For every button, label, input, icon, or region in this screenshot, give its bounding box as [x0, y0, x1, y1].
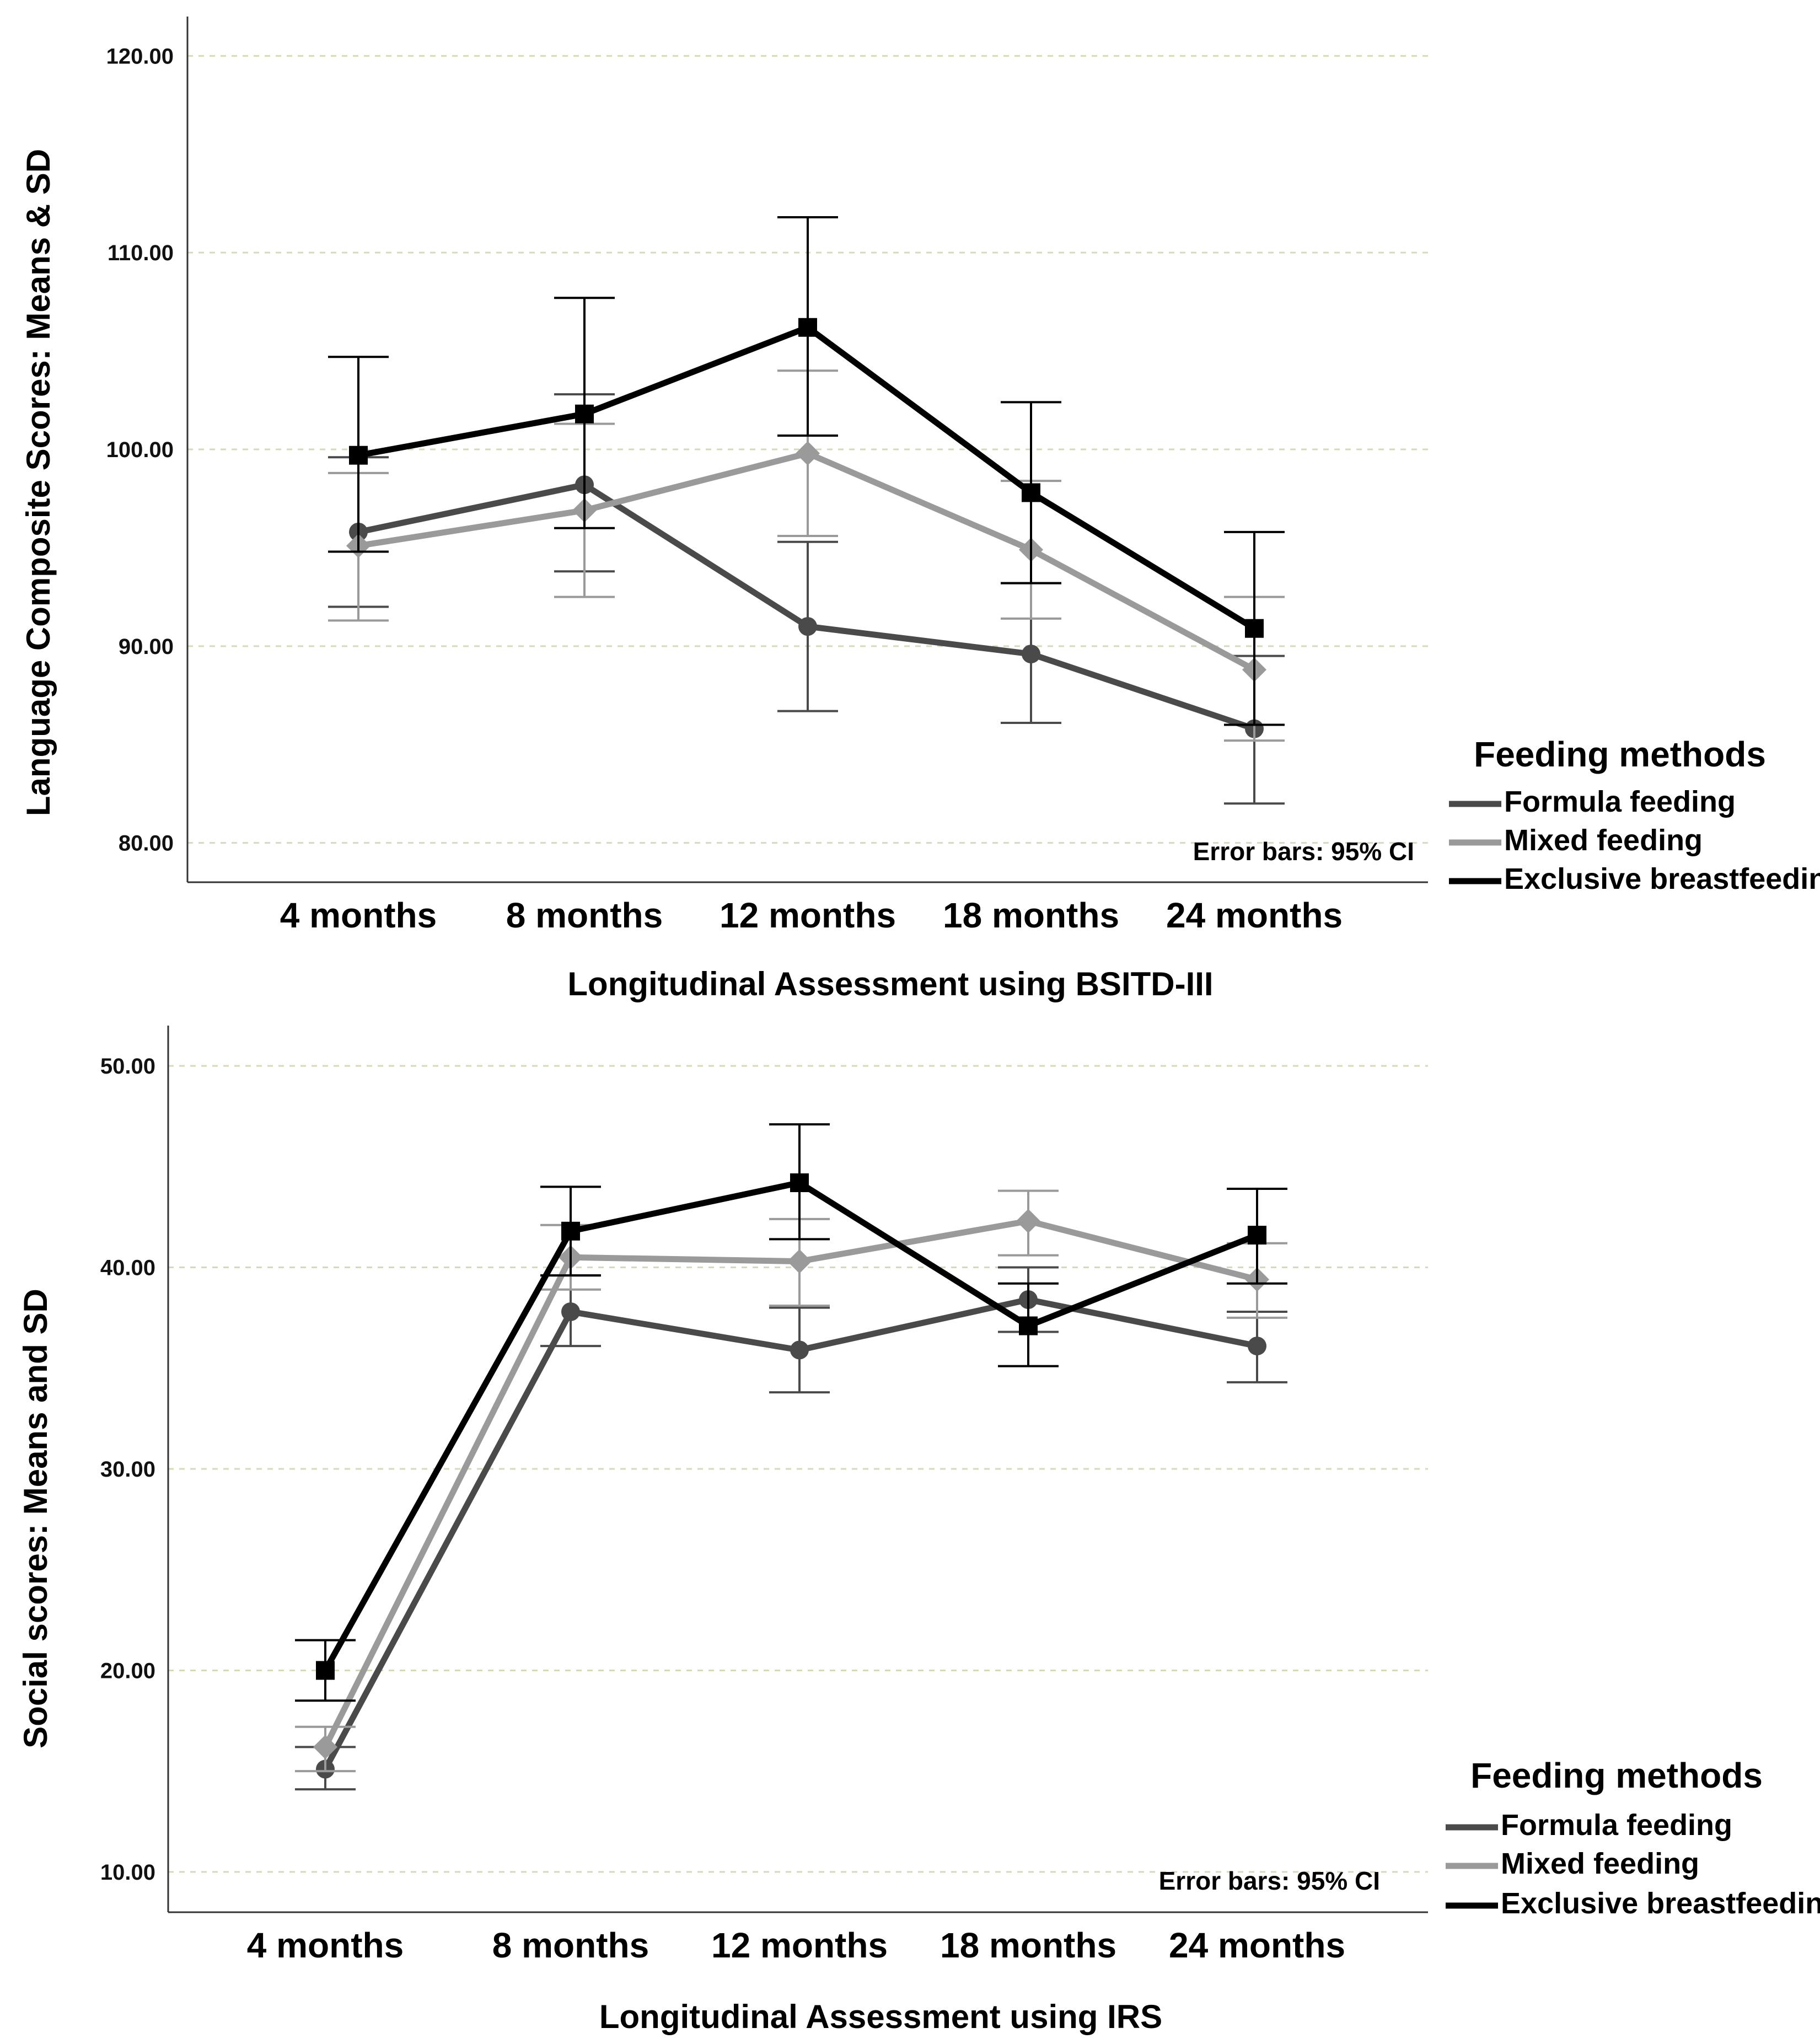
- data-point: [1245, 619, 1264, 638]
- data-point: [790, 1173, 809, 1193]
- y-tick-label: 40.00: [100, 1256, 155, 1280]
- y-tick-label: 120.00: [106, 44, 174, 68]
- legend-label: Exclusive breastfeeding: [1504, 862, 1820, 895]
- y-axis-title: Language Composite Scores: Means & SD: [20, 149, 57, 816]
- data-point: [561, 1302, 580, 1321]
- data-point: [787, 1249, 812, 1274]
- series-exclusive-breastfeeding: [328, 216, 1285, 726]
- legend-label: Formula feeding: [1501, 1809, 1732, 1842]
- series-line: [323, 1217, 1258, 1748]
- x-tick-label: 12 months: [720, 895, 896, 935]
- series-exclusive-breastfeeding: [295, 1123, 1287, 1702]
- x-tick-label: 12 months: [711, 1925, 888, 1965]
- series-line: [357, 481, 1255, 732]
- x-tick-label: 4 months: [280, 895, 437, 935]
- data-point: [790, 1340, 809, 1360]
- x-tick-label: 18 months: [940, 1925, 1116, 1965]
- language-chart-panel: 80.00 90.00 100.00 110.00 120.00 4 months 8 mo…: [20, 17, 1820, 1002]
- legend-label: Exclusive breastfeeding: [1501, 1887, 1820, 1920]
- y-tick-label: 90.00: [119, 635, 174, 659]
- data-point: [1022, 645, 1040, 664]
- data-point: [798, 318, 817, 337]
- data-point: [313, 1735, 337, 1759]
- data-point: [575, 404, 594, 423]
- x-tick-label: 24 months: [1169, 1925, 1345, 1965]
- legend-title: Feeding methods: [1474, 734, 1766, 774]
- series-mixed-feeding: [295, 1189, 1287, 1773]
- x-axis-title: Longitudinal Assessment using BSITD-III: [567, 965, 1213, 1002]
- x-tick-label: 8 months: [506, 895, 663, 935]
- social-chart-panel: 10.00 20.00 30.00 40.00 50.00 4 months 8 month…: [0, 1026, 1820, 2044]
- error-bars-note: Error bars: 95% CI: [1159, 1866, 1380, 1895]
- data-point: [561, 1221, 580, 1241]
- data-point: [349, 446, 368, 465]
- data-point: [1016, 1209, 1040, 1233]
- legend: Feeding methods Formula feeding Mixed feed…: [1446, 1756, 1820, 1920]
- legend-label: Mixed feeding: [1504, 824, 1703, 857]
- x-tick-label: 18 months: [943, 895, 1119, 935]
- x-axis-title: Longitudinal Assessment using IRS: [599, 1998, 1162, 2035]
- language-chart: 80.00 90.00 100.00 110.00 120.00 4 months 8 mo…: [20, 17, 1820, 1002]
- data-point: [1248, 1337, 1266, 1356]
- y-tick-label: 100.00: [106, 438, 174, 462]
- series-line: [323, 1179, 1259, 1672]
- x-tick-label: 4 months: [247, 1925, 404, 1965]
- data-point: [798, 617, 817, 636]
- series-line: [323, 1296, 1258, 1771]
- y-tick-label: 30.00: [100, 1457, 155, 1482]
- x-tick-label: 24 months: [1166, 895, 1343, 935]
- data-point: [1019, 1316, 1038, 1335]
- y-tick-label: 80.00: [119, 831, 174, 856]
- y-tick-label: 110.00: [108, 241, 174, 265]
- series-mixed-feeding: [328, 369, 1285, 742]
- series-line: [358, 450, 1256, 673]
- error-bars-note: Error bars: 95% CI: [1193, 837, 1414, 866]
- legend-title: Feeding methods: [1470, 1756, 1763, 1795]
- social-chart: 10.00 20.00 30.00 40.00 50.00 4 months 8 month…: [17, 1026, 1820, 2035]
- y-tick-label: 50.00: [100, 1054, 155, 1079]
- y-tick-label: 10.00: [100, 1860, 155, 1885]
- x-tick-label: 8 months: [492, 1925, 649, 1965]
- legend-label: Mixed feeding: [1501, 1847, 1699, 1880]
- data-point: [1248, 1226, 1266, 1245]
- series-formula-feeding: [295, 1266, 1287, 1791]
- legend-label: Formula feeding: [1504, 785, 1736, 818]
- y-tick-label: 20.00: [100, 1659, 155, 1683]
- data-point: [316, 1661, 335, 1680]
- legend: Feeding methods Formula feeding Mixed feed…: [1449, 734, 1820, 895]
- series-line: [358, 324, 1256, 631]
- data-point: [796, 441, 820, 466]
- data-point: [1022, 483, 1040, 502]
- y-axis-title: Social scores: Means and SD: [17, 1289, 54, 1748]
